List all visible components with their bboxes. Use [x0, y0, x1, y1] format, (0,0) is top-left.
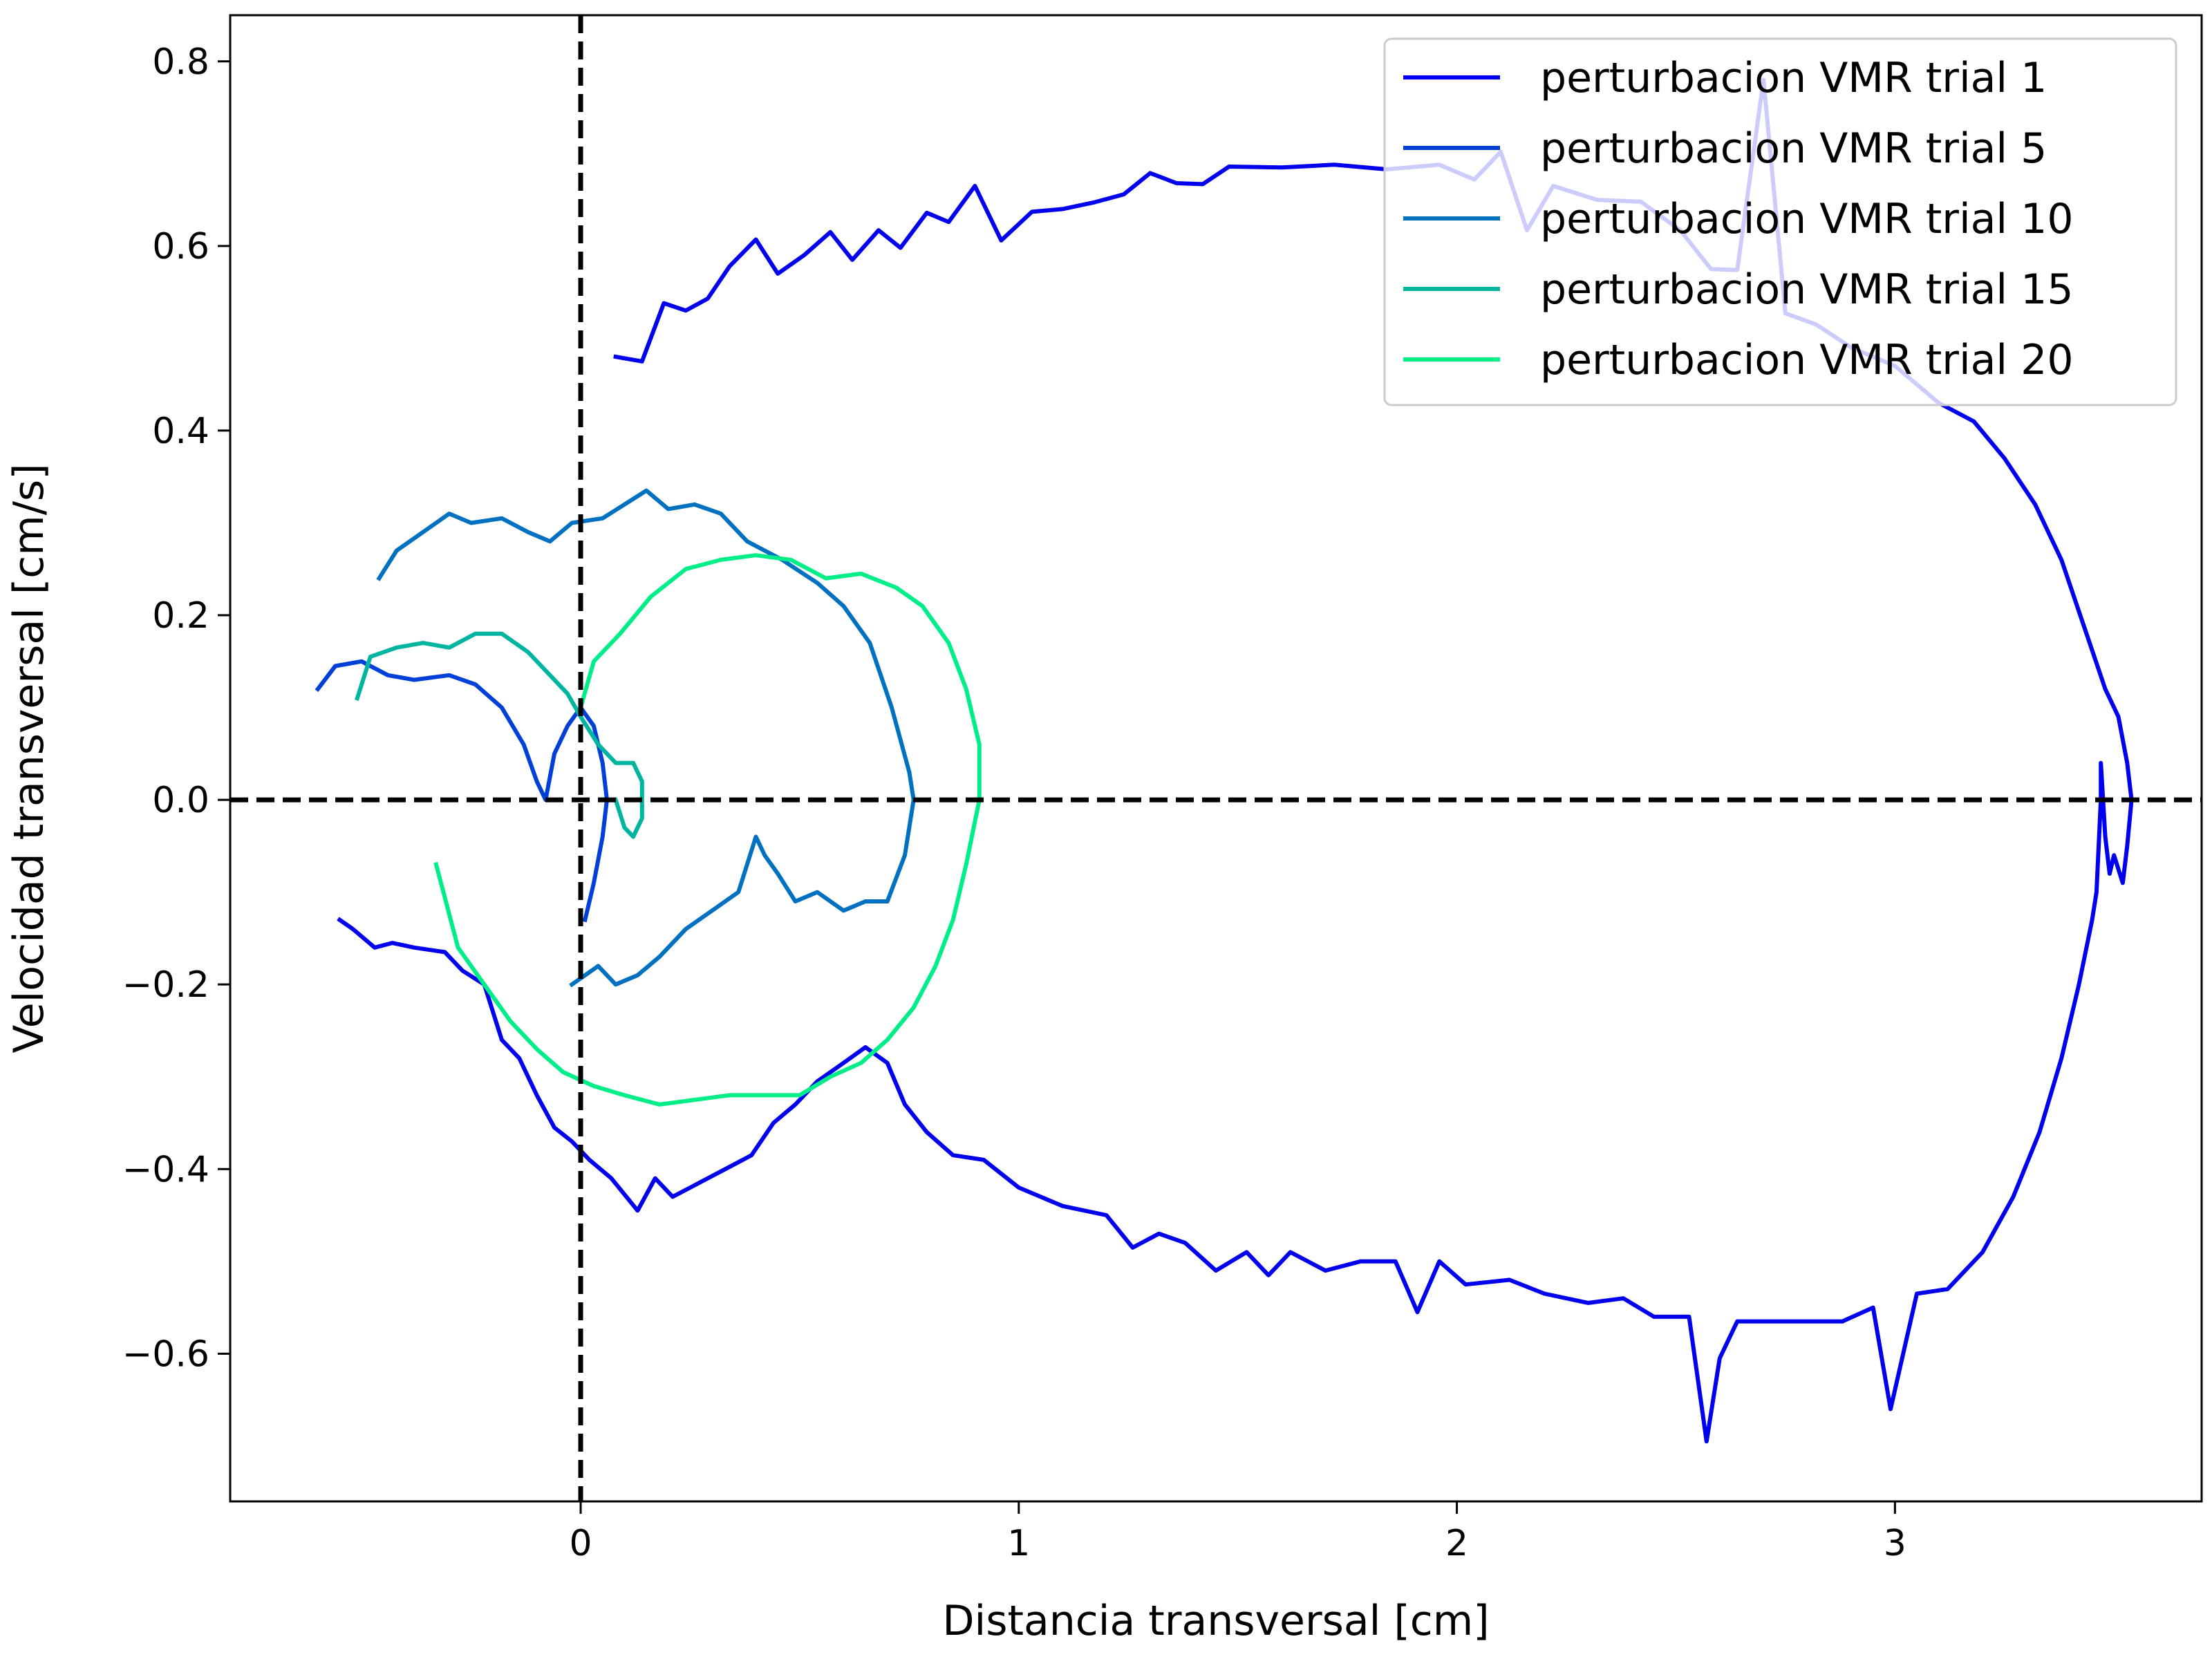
series-line-5 [433, 553, 982, 1107]
reference-lines [230, 15, 2202, 1501]
legend-label-5: perturbacion VMR trial 20 [1540, 336, 2074, 384]
y-tick-label: 0.4 [152, 411, 209, 452]
legend-label-4: perturbacion VMR trial 15 [1540, 265, 2074, 314]
series-layer [315, 77, 2134, 1444]
plot-area-frame [229, 14, 2203, 1503]
series-line-4 [355, 631, 644, 839]
y-tick-label: −0.6 [122, 1333, 209, 1375]
series-line-1 [337, 77, 2134, 1444]
series-line-3 [376, 488, 916, 988]
x-tick-label: 2 [1445, 1523, 1468, 1564]
y-tick-label: 0.8 [152, 41, 209, 83]
y-tick-label: 0.0 [152, 780, 209, 821]
y-tick-label: 0.6 [152, 226, 209, 268]
legend-label-1: perturbacion VMR trial 1 [1540, 54, 2047, 102]
x-tick-label: 1 [1007, 1523, 1030, 1564]
y-tick-label: −0.4 [122, 1149, 209, 1190]
legend-box [1383, 37, 2177, 406]
x-axis: 0 1 2 3 [569, 1501, 1906, 1564]
y-tick-label: 0.2 [152, 595, 209, 637]
x-tick-label: 3 [1884, 1523, 1906, 1564]
x-axis-label: Distancia transversal [cm] [942, 1597, 1489, 1645]
series-line-2 [315, 659, 609, 923]
legend: perturbacion VMR trial 1 perturbacion VMR… [1383, 37, 2177, 406]
y-axis-label: Velocidad transversal [cm/s] [5, 463, 53, 1053]
y-axis: −0.6 −0.4 −0.2 0.0 0.2 0.4 0.6 0.8 [122, 41, 230, 1375]
legend-label-2: perturbacion VMR trial 5 [1540, 124, 2047, 173]
y-tick-label: −0.2 [122, 964, 209, 1006]
legend-label-3: perturbacion VMR trial 10 [1540, 195, 2074, 243]
x-tick-label: 0 [569, 1523, 592, 1564]
